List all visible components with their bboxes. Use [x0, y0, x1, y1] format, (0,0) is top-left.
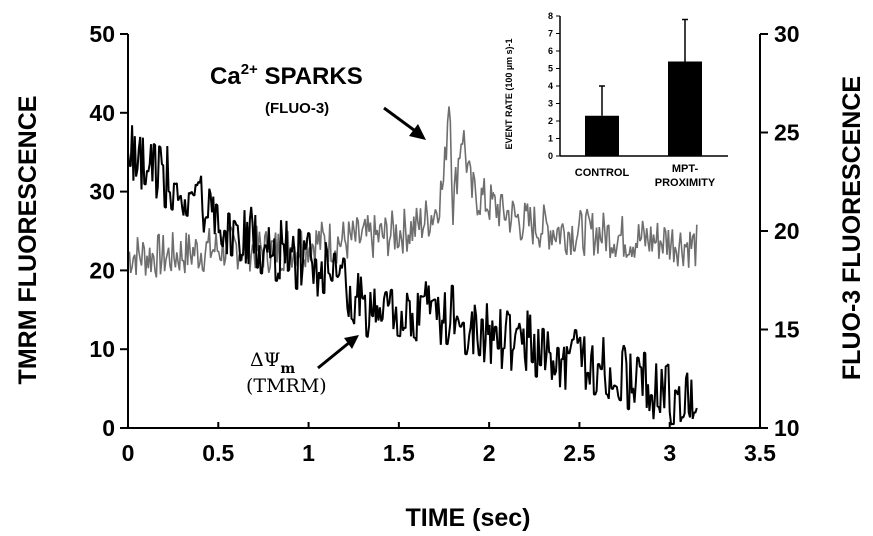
- right-tick-label: 25: [774, 120, 800, 146]
- right-tick-label: 15: [774, 317, 800, 343]
- delta-psi-label: ΔΨm: [250, 349, 295, 377]
- inset-y-axis-title: EVENT RATE (100 µm s)-1: [504, 38, 514, 149]
- x-axis-title: TIME (sec): [405, 504, 530, 532]
- right-axis-title: FLUO-3 FLUORESCENCE: [838, 76, 866, 380]
- delta-psi-subscript: m: [280, 361, 295, 377]
- tmrm-arrow-head: [344, 335, 359, 349]
- x-tick-label: 2.5: [563, 440, 595, 466]
- plot-traces: [127, 106, 698, 426]
- left-tick-label: 30: [89, 179, 115, 205]
- inset-tick-label: 1: [548, 134, 553, 144]
- inset-tick-label: 6: [548, 46, 553, 56]
- sparks-arrow-head: [409, 124, 426, 140]
- inset-tick-label: 8: [548, 11, 553, 21]
- x-tick-label: 3: [663, 440, 676, 466]
- left-tick-label: 20: [89, 257, 115, 283]
- left-tick-label: 40: [89, 100, 115, 126]
- x-tick-label: 2: [483, 440, 496, 466]
- ca-sparks-label: Ca2+ SPARKS: [210, 61, 363, 90]
- left-tick-label: 10: [89, 336, 115, 362]
- left-tick-label: 0: [102, 415, 115, 441]
- tmrm-arrow-shaft: [317, 340, 351, 370]
- right-tick-label: 10: [774, 415, 800, 441]
- x-tick-label: 1.5: [383, 440, 415, 466]
- inset-tick-label: 4: [548, 81, 553, 91]
- inset-y-ticks: 0 1 2 3 4 5 6 7 8: [548, 11, 560, 161]
- right-tick-label: 20: [774, 218, 800, 244]
- inset-tick-label: 0: [548, 151, 553, 161]
- x-tick-label: 0: [122, 440, 135, 466]
- right-axis-ticks: 10 15 20 25 30: [760, 21, 800, 441]
- ca-superscript: 2+: [241, 61, 258, 78]
- left-axis-ticks: 0 10 20 30 40 50: [89, 21, 128, 441]
- x-tick-label: 0.5: [202, 440, 234, 466]
- tmrm-trace-line: [127, 125, 698, 426]
- x-tick-label: 3.5: [744, 440, 776, 466]
- tmrm-annotation: ΔΨm (TMRM): [246, 335, 359, 397]
- fluo3-label: (FLUO-3): [265, 100, 329, 117]
- inset-tick-label: 7: [548, 29, 553, 39]
- inset-bar-chart: EVENT RATE (100 µm s)-1 0 1 2 3 4 5 6 7 8 CONTRO…: [494, 2, 744, 194]
- inset-tick-label: 3: [548, 99, 553, 109]
- inset-category-control: CONTROL: [575, 167, 630, 179]
- x-tick-label: 1: [302, 440, 315, 466]
- inset-bar: [585, 115, 619, 156]
- inset-category-mpt-line1: MPT-: [672, 163, 699, 175]
- inset-tick-label: 2: [548, 116, 553, 126]
- inset-tick-label: 5: [548, 64, 553, 74]
- ca-sparks-annotation: Ca2+ SPARKS (FLUO-3): [210, 61, 426, 140]
- right-tick-label: 30: [774, 21, 800, 47]
- left-axis-title: TMRM FLUORESCENCE: [14, 96, 42, 385]
- tmrm-label: (TMRM): [246, 375, 327, 397]
- left-tick-label: 50: [89, 21, 115, 47]
- sparks-arrow-shaft: [383, 106, 419, 135]
- inset-category-mpt-line2: PROXIMITY: [655, 177, 716, 189]
- x-axis-ticks: 0 0.5 1 1.5 2 2.5 3 3.5: [122, 422, 776, 466]
- inset-bar: [668, 61, 702, 156]
- inset-bars: [585, 18, 702, 156]
